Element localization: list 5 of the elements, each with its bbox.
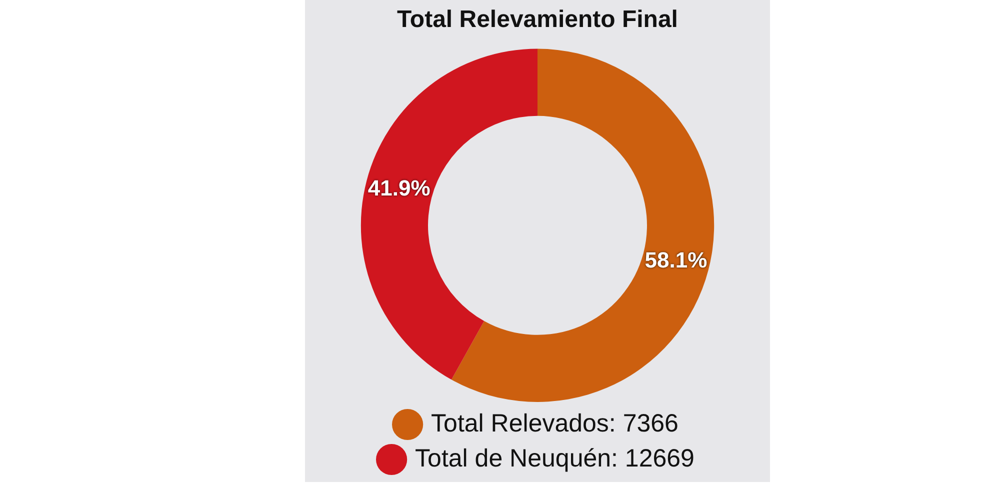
data-label: 41.9% [368, 175, 430, 200]
data-label: 58.1% [644, 247, 708, 272]
chart-title: Total Relevamiento Final [397, 6, 678, 34]
legend-label: Total de Neuquén: 12669 [415, 444, 694, 472]
legend-label: Total Relevados: 7366 [431, 409, 678, 438]
